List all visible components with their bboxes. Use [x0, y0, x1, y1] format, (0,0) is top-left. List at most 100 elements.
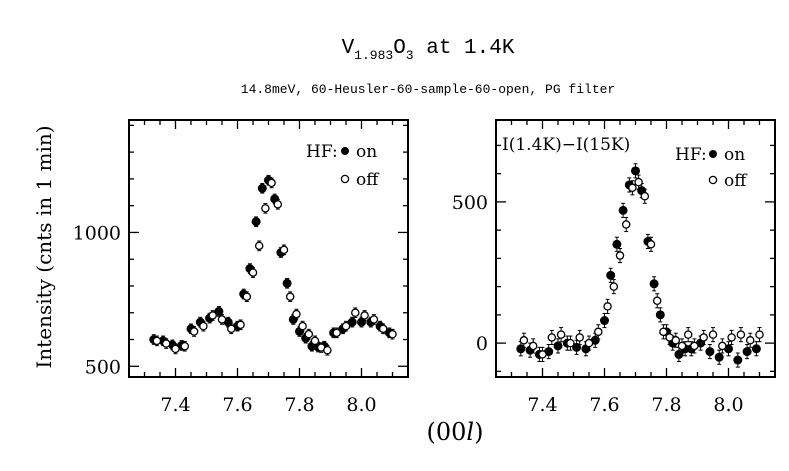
x-tick-label: 7.4 — [160, 394, 190, 416]
x-tick-label: 7.6 — [222, 394, 252, 416]
data-point-on — [347, 317, 357, 327]
legend-off-label: off — [724, 171, 748, 191]
data-point-off — [628, 183, 637, 193]
data-point-on — [674, 349, 684, 359]
y-tick-label: 500 — [85, 356, 121, 378]
legend-filled-marker — [341, 147, 349, 155]
data-point-off — [528, 341, 538, 351]
panel-left: 7.4 7.6 7.8 8.0 500 1000 HF: on off — [73, 119, 409, 416]
data-point-on — [612, 239, 622, 249]
data-point-off — [248, 268, 258, 277]
data-point-off — [566, 338, 575, 348]
data-point-on — [618, 205, 628, 215]
data-point-off — [304, 329, 314, 339]
legend-on-label: on — [724, 145, 745, 165]
data-point-on — [251, 217, 261, 227]
x-tick-label: 7.8 — [651, 394, 681, 416]
y-axis-label: Intensity (cnts in 1 min) — [32, 125, 56, 368]
x-tick-label: 7.6 — [589, 394, 619, 416]
y-tick-label: 0 — [476, 333, 488, 355]
data-point-on — [649, 279, 659, 289]
x-tick-label: 7.8 — [284, 394, 314, 416]
data-point-off — [621, 220, 631, 229]
data-point-off — [285, 292, 295, 301]
data-point-off — [261, 204, 270, 213]
data-point-off — [208, 311, 217, 320]
x-tick-label: 8.0 — [346, 394, 376, 416]
data-point-off — [369, 315, 379, 324]
data-point-on — [553, 341, 563, 351]
data-point-off — [152, 336, 162, 346]
data-point-off — [161, 339, 171, 348]
data-point-off — [227, 324, 236, 334]
y-tick-label: 500 — [452, 192, 488, 214]
data-point-off — [634, 177, 643, 187]
data-point-off — [254, 241, 264, 251]
data-point-on — [572, 342, 582, 352]
data-point-off — [659, 327, 668, 337]
x-tick-label: 8.0 — [713, 394, 743, 416]
data-point-off — [351, 308, 360, 317]
data-point-on — [705, 347, 715, 357]
data-point-off — [556, 330, 566, 339]
data-point-on — [282, 278, 292, 288]
x-axis-label: (00l) — [427, 418, 484, 446]
data-point-off — [718, 341, 727, 351]
panel-right: 7.4 7.6 7.8 8.0 0 500 I(1.4K)−I(15K) HF: on o… — [452, 119, 776, 416]
data-point-off — [671, 336, 681, 345]
data-point-on — [606, 270, 616, 280]
data-point-off — [292, 309, 301, 319]
data-point-off — [273, 200, 283, 209]
data-point-off — [199, 321, 208, 331]
data-point-off — [267, 178, 276, 188]
panel-right-legend: HF: on off — [675, 145, 748, 191]
data-point-on — [733, 355, 743, 365]
data-point-on — [742, 347, 752, 357]
data-point-off — [323, 345, 332, 355]
data-point-off — [332, 328, 341, 338]
data-point-off — [298, 321, 307, 331]
x-tick-label: 7.4 — [527, 394, 557, 416]
data-point-on — [655, 310, 665, 320]
legend-open-marker — [708, 175, 718, 185]
panel-annotation: I(1.4K)−I(15K) — [502, 135, 630, 155]
data-point-off — [584, 338, 594, 348]
data-point-off — [388, 329, 397, 339]
data-point-off — [594, 327, 603, 337]
data-point-on — [214, 306, 224, 316]
data-point-off — [640, 192, 650, 201]
legend-off-label: off — [356, 170, 380, 190]
data-point-on — [631, 166, 640, 176]
data-point-off — [180, 341, 190, 351]
data-point-off — [745, 336, 755, 345]
chart-title: V1.983O3 at 1.4K — [342, 37, 515, 63]
data-point-off — [609, 282, 619, 291]
data-point-off — [699, 333, 708, 342]
data-point-off — [677, 341, 687, 351]
data-point-off — [341, 321, 351, 331]
data-point-off — [547, 333, 557, 342]
data-point-off — [736, 330, 746, 339]
data-point-off — [575, 333, 584, 342]
data-point-off — [310, 336, 320, 346]
data-point-off — [603, 302, 612, 311]
data-point-off — [755, 330, 764, 339]
data-point-on — [751, 344, 761, 354]
data-point-off — [171, 344, 180, 354]
data-point-off — [242, 292, 252, 301]
data-point-off — [652, 296, 662, 305]
data-point-off — [615, 251, 625, 260]
legend-on-label: on — [356, 142, 377, 162]
data-point-off — [189, 327, 199, 336]
chart-subtitle: 14.8meV, 60-Heusler-60-sample-60-open, P… — [241, 82, 615, 97]
panel-left-legend: HF: on off — [306, 142, 380, 190]
data-point-off — [378, 324, 388, 334]
data-point-off — [538, 350, 547, 359]
legend-filled-marker — [709, 150, 717, 158]
data-point-on — [516, 344, 526, 354]
data-point-on — [714, 352, 724, 362]
data-point-off — [727, 333, 736, 342]
data-point-off — [708, 330, 718, 339]
data-point-off — [279, 245, 289, 255]
